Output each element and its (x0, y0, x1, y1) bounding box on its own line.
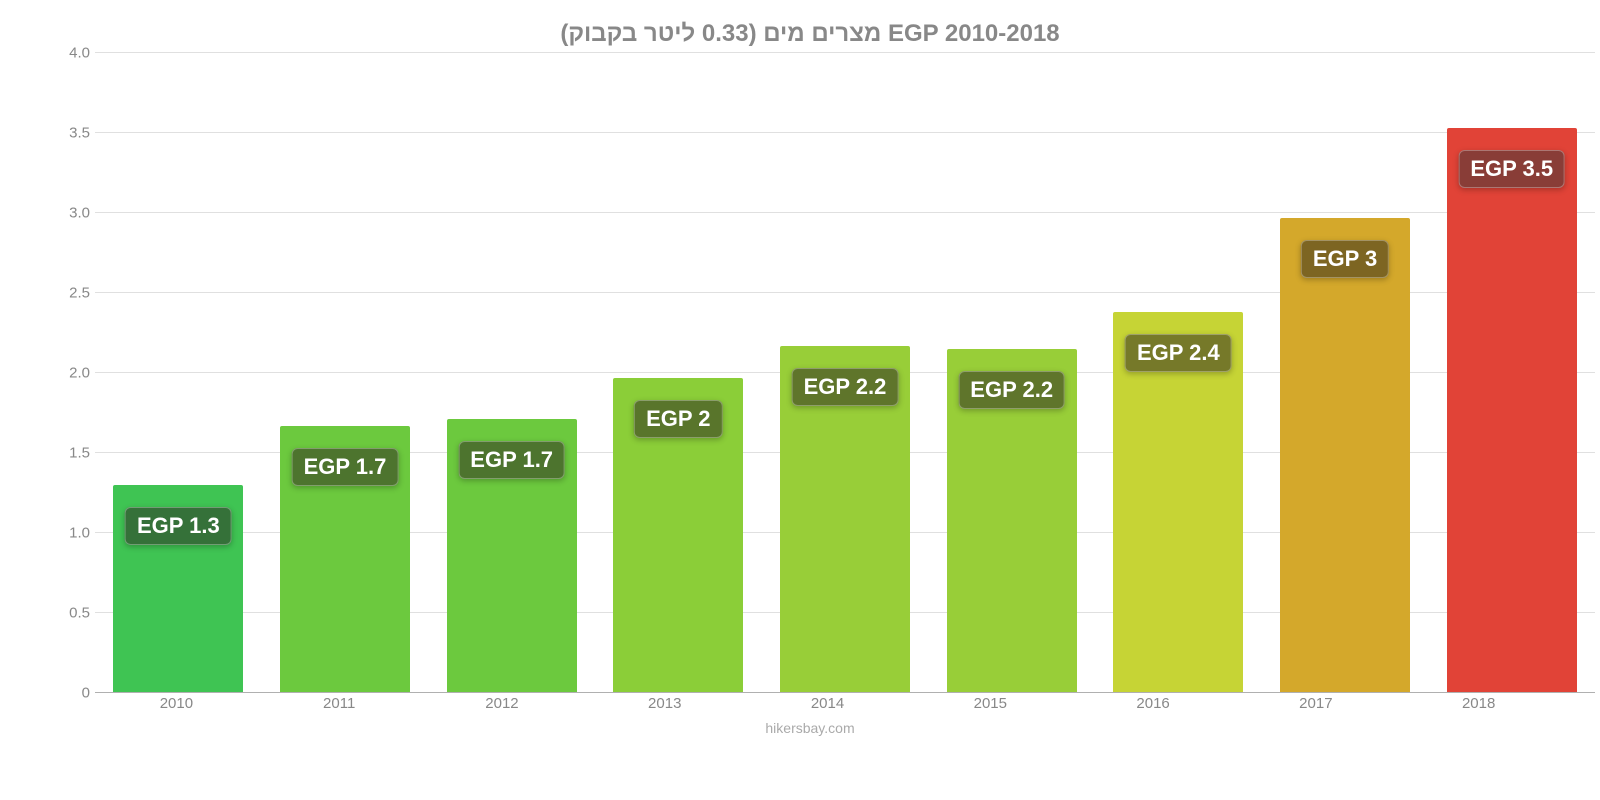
y-tick: 0.5 (50, 605, 90, 622)
bar-value-label: EGP 2.4 (1125, 334, 1232, 372)
x-axis: 201020112012201320142015201620172018 (95, 695, 1560, 712)
bar-wrapper: EGP 2.2 (928, 53, 1095, 693)
y-tick: 1.5 (50, 445, 90, 462)
plot-area: 00.51.01.52.02.53.03.54.0 EGP 1.3EGP 1.7… (95, 53, 1595, 693)
x-tick: 2012 (421, 695, 584, 712)
bar-value-label: EGP 3.5 (1458, 150, 1565, 188)
bar-wrapper: EGP 1.3 (95, 53, 262, 693)
bar (1447, 128, 1577, 693)
bars-area: EGP 1.3 EGP 1.7 EGP 1.7 EGP 2 EGP 2.2 EGP 2.2… (95, 53, 1595, 693)
x-tick: 2014 (746, 695, 909, 712)
x-tick: 2016 (1072, 695, 1235, 712)
bar-value-label: EGP 1.7 (292, 448, 399, 486)
bar-value-label: EGP 1.7 (458, 441, 565, 479)
baseline (95, 692, 1595, 693)
y-tick: 4.0 (50, 45, 90, 62)
bar (1280, 218, 1410, 693)
x-tick: 2011 (258, 695, 421, 712)
bar-wrapper: EGP 1.7 (428, 53, 595, 693)
bar-value-label: EGP 2.2 (792, 368, 899, 406)
bar-wrapper: EGP 3 (1262, 53, 1429, 693)
chart-container: מצרים מים (0.33 ליטר בקבוק) EGP 2010-201… (0, 0, 1600, 800)
y-tick: 3.0 (50, 205, 90, 222)
bar-value-label: EGP 2.2 (958, 371, 1065, 409)
bar-value-label: EGP 3 (1301, 240, 1389, 278)
y-tick: 2.5 (50, 285, 90, 302)
y-tick: 2.0 (50, 365, 90, 382)
bar-wrapper: EGP 2.2 (762, 53, 929, 693)
y-tick: 3.5 (50, 125, 90, 142)
x-tick: 2013 (583, 695, 746, 712)
chart-title: מצרים מים (0.33 ליטר בקבוק) EGP 2010-201… (60, 20, 1560, 48)
x-tick: 2018 (1397, 695, 1560, 712)
bar-wrapper: EGP 3.5 (1428, 53, 1595, 693)
y-tick: 1.0 (50, 525, 90, 542)
x-tick: 2010 (95, 695, 258, 712)
x-tick: 2015 (909, 695, 1072, 712)
x-tick: 2017 (1234, 695, 1397, 712)
bar-wrapper: EGP 2 (595, 53, 762, 693)
bar-value-label: EGP 2 (634, 400, 722, 438)
bar-wrapper: EGP 2.4 (1095, 53, 1262, 693)
bar-wrapper: EGP 1.7 (262, 53, 429, 693)
bar-value-label: EGP 1.3 (125, 507, 232, 545)
y-tick: 0 (50, 685, 90, 702)
attribution: hikersbay.com (60, 720, 1560, 736)
